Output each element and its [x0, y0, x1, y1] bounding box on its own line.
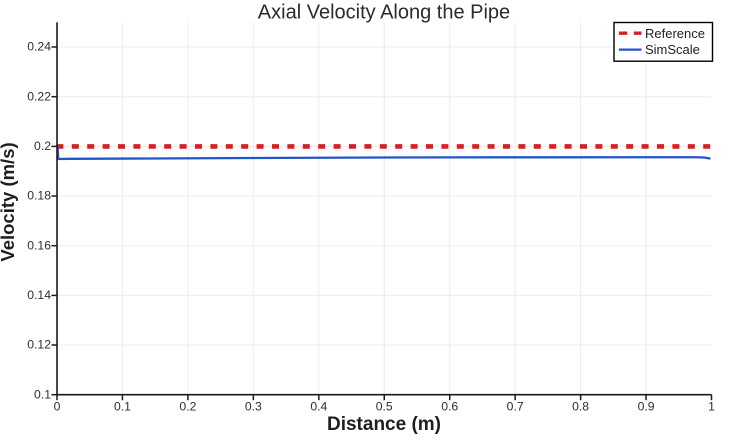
- svg-text:0.16: 0.16: [27, 238, 51, 252]
- svg-text:0.14: 0.14: [27, 288, 51, 302]
- svg-text:1: 1: [708, 399, 715, 413]
- svg-text:0.2: 0.2: [179, 399, 196, 413]
- svg-text:Velocity (m/s): Velocity (m/s): [0, 142, 18, 261]
- svg-text:Reference: Reference: [645, 26, 705, 41]
- svg-text:Axial Velocity Along the Pipe: Axial Velocity Along the Pipe: [258, 2, 510, 24]
- svg-text:0.24: 0.24: [27, 40, 51, 54]
- svg-text:0.1: 0.1: [114, 399, 131, 413]
- svg-text:0.8: 0.8: [572, 399, 589, 413]
- svg-text:0.2: 0.2: [34, 139, 51, 153]
- svg-text:0.1: 0.1: [34, 387, 51, 401]
- svg-text:0: 0: [54, 399, 61, 413]
- svg-text:0.4: 0.4: [310, 399, 327, 413]
- svg-text:Distance (m): Distance (m): [327, 414, 441, 435]
- svg-text:0.12: 0.12: [27, 338, 51, 352]
- svg-text:0.9: 0.9: [638, 399, 655, 413]
- svg-text:0.3: 0.3: [245, 399, 262, 413]
- svg-text:0.18: 0.18: [27, 189, 51, 203]
- svg-text:0.7: 0.7: [507, 399, 524, 413]
- svg-text:0.5: 0.5: [376, 399, 393, 413]
- svg-text:SimScale: SimScale: [645, 42, 700, 57]
- svg-text:0.6: 0.6: [441, 399, 458, 413]
- svg-text:0.22: 0.22: [27, 89, 51, 103]
